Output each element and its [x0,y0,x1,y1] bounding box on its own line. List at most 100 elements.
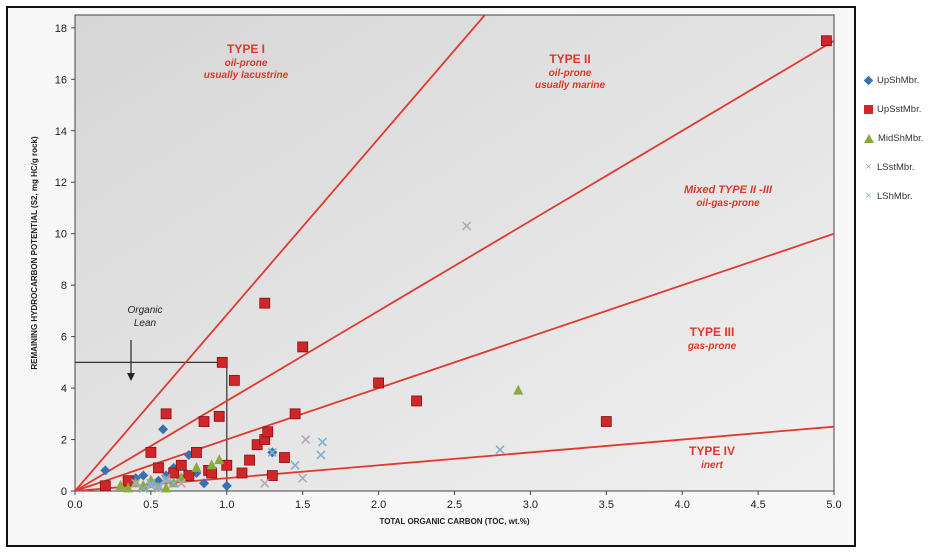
diamond-marker-icon [863,75,874,86]
y-tick-label: 10 [55,229,67,241]
data-point [138,483,148,493]
legend-item: × LSstMbr. [864,153,941,182]
data-point [411,395,422,407]
type2-sub1: oil-prone [549,68,592,79]
y-axis-label: REMAINING HYDROCARBON POTENTIAL (S2, mg … [30,136,39,370]
y-tick-label: 12 [55,177,67,189]
data-point [279,452,290,463]
data-point [206,459,217,470]
type3-title: TYPE III [690,325,735,339]
y-tick-label: 6 [61,332,67,344]
data-point [260,478,270,488]
data-point [99,480,111,492]
data-point [191,447,202,458]
x-axis-label: TOTAL ORGANIC CARBON (TOC, wt.%) [379,517,529,526]
data-point [301,434,311,445]
x-tick-label: 4.0 [675,499,690,511]
type23-title: Mixed TYPE II -III [684,184,773,196]
data-point [153,481,164,491]
series-4 [138,437,505,493]
legend-label: UpSstMbr. [877,104,922,115]
x-tick-label: 1.0 [219,499,234,511]
data-point [213,410,225,422]
type1-sub1: oil-prone [225,58,268,69]
type-boundary-line [75,39,834,491]
data-point [169,478,179,488]
type1-sub2: usually lacustrine [204,70,289,81]
legend-item: UpShMbr. [863,66,941,95]
legend-label: LSstMbr. [877,162,915,173]
lean-arrow-head [127,373,135,381]
data-point [138,470,149,481]
data-point [160,408,172,420]
y-tick-label: 2 [61,435,67,447]
y-tick-label: 8 [61,280,67,292]
x-tick-label: 2.5 [447,499,462,511]
y-tick-label: 14 [55,126,67,138]
x-tick-label: 3.5 [599,499,614,511]
data-point [175,459,187,471]
data-point [462,221,472,231]
x-tick-label: 5.0 [826,499,841,511]
data-point [145,474,156,485]
data-point [145,447,157,458]
x-marker-icon: × [865,190,872,202]
data-point [236,467,248,479]
data-point [259,297,271,309]
plot-area [74,14,835,492]
data-point [317,437,327,447]
x-tick-label: 0.5 [143,499,158,511]
organic-lean-label-2: Lean [134,318,157,329]
data-point [123,482,134,493]
data-point [115,479,126,490]
data-point [228,374,240,386]
data-point [183,470,195,481]
data-point [131,478,141,488]
y-tick-label: 18 [55,23,67,35]
data-point [214,454,225,465]
square-marker-icon [864,105,873,114]
legend-label: UpShMbr. [877,75,920,86]
data-point [146,478,156,488]
data-point [221,480,232,491]
type4-title: TYPE IV [689,444,735,458]
data-point [267,447,277,457]
organic-lean-label-1: Organic [127,305,162,316]
series-3 [131,221,472,493]
data-point [176,472,187,483]
x-tick-label: 4.5 [750,499,765,511]
data-point [495,445,505,455]
type4-sub1: inert [701,460,723,471]
data-point [297,341,309,353]
y-tick-label: 16 [55,74,67,86]
data-point [289,408,301,420]
legend: UpShMbr. UpSstMbr. MidShMbr. × LSstMbr. … [863,66,941,211]
x-tick-label: 0.0 [67,499,82,511]
data-point [373,377,385,389]
type2-title: TYPE II [549,52,590,66]
type3-sub1: gas-prone [687,341,737,352]
x-tick-label: 1.5 [295,499,310,511]
data-point [266,470,278,481]
data-point [316,450,326,460]
data-point [138,479,149,490]
legend-item: × LShMbr. [864,182,941,211]
data-point [161,476,171,486]
data-point [191,461,202,472]
type1-title: TYPE I [227,42,265,56]
data-point [244,454,255,466]
y-tick-label: 4 [61,383,67,395]
legend-label: LShMbr. [877,191,913,202]
data-point [199,478,210,489]
data-point [600,416,612,427]
data-point [161,473,171,483]
data-point [158,424,169,435]
x-marker-icon: × [865,161,872,173]
data-point [161,482,172,493]
data-point [153,462,164,474]
data-point [821,35,832,47]
data-point [100,465,111,476]
type-boundary-line [75,425,834,491]
type23-sub1: oil-gas-prone [696,198,760,209]
data-point [153,483,164,493]
